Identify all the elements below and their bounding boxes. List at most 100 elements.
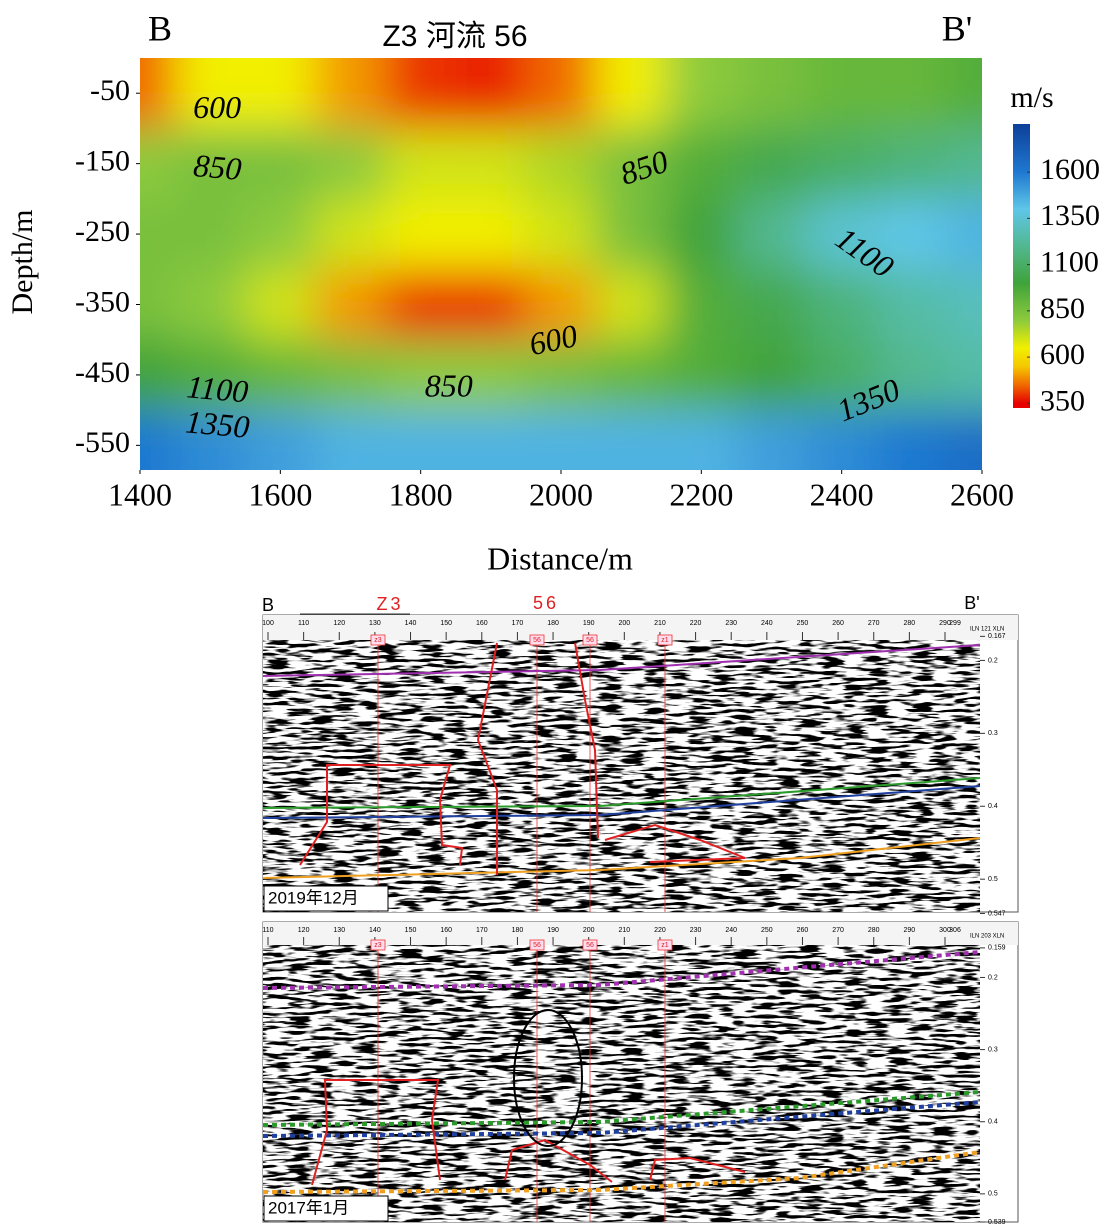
contour-cell bbox=[385, 410, 457, 470]
time-tick-label: 0.167 bbox=[988, 633, 1006, 640]
time-tick-label: 0.2 bbox=[988, 974, 998, 981]
ruler-band bbox=[263, 922, 1018, 945]
x-tick-label: 2200 bbox=[669, 476, 733, 512]
ruler-tick-label: 100 bbox=[262, 620, 274, 627]
horizon bbox=[262, 837, 981, 879]
contour-cell bbox=[736, 58, 808, 130]
contour-cell bbox=[876, 410, 948, 470]
time-tick-label: 0.3 bbox=[988, 1046, 998, 1053]
ruler-tick-label: 290 bbox=[904, 927, 916, 934]
contour-cell bbox=[806, 58, 878, 130]
ruler-tick-label: 230 bbox=[690, 927, 702, 934]
ruler-end-label: 299 bbox=[949, 620, 961, 627]
contour-cell bbox=[385, 58, 457, 130]
ruler-tick-label: 220 bbox=[654, 927, 666, 934]
contour-cell bbox=[245, 269, 317, 341]
contour-cell bbox=[525, 410, 598, 470]
contour-cell bbox=[140, 410, 177, 470]
contour-cell bbox=[455, 269, 527, 341]
contour-cell bbox=[385, 339, 457, 412]
anomaly-outline bbox=[574, 642, 599, 839]
well-tag-box bbox=[370, 634, 386, 646]
well-tag: z3 bbox=[374, 637, 382, 644]
time-tick-label: 0.547 bbox=[988, 910, 1006, 917]
contour-cell bbox=[806, 198, 878, 271]
chart-title: Z3 河流 56 bbox=[382, 20, 527, 53]
ruler-tick-label: 170 bbox=[512, 620, 524, 627]
contour-cell bbox=[596, 410, 668, 470]
colorbar-tick-label: 600 bbox=[1040, 338, 1085, 371]
horizon bbox=[262, 785, 981, 819]
contour-label: 850 bbox=[192, 147, 243, 187]
contour-cell bbox=[175, 128, 247, 200]
contour-cell bbox=[140, 339, 177, 412]
contour-cell bbox=[525, 269, 598, 341]
contour-cell bbox=[525, 339, 598, 412]
ruler-tick-label: 220 bbox=[690, 620, 702, 627]
anomaly-ellipse bbox=[513, 1009, 583, 1147]
contour-cell bbox=[946, 269, 982, 341]
well-tag-box bbox=[370, 939, 386, 951]
ruler-tick-label: 160 bbox=[440, 927, 452, 934]
date-label: 2019年12月 bbox=[268, 888, 359, 907]
right-label: B' bbox=[942, 8, 973, 48]
contour-cell bbox=[596, 269, 668, 341]
contour-cell bbox=[666, 198, 738, 271]
anomaly-outline bbox=[311, 1079, 441, 1186]
contour-cell bbox=[140, 198, 177, 271]
colorbar bbox=[1013, 124, 1030, 408]
y-tick-label: -450 bbox=[75, 356, 130, 389]
ruler-tick-label: 180 bbox=[512, 927, 524, 934]
well-tag: 56 bbox=[586, 637, 594, 644]
x-tick-label: 2600 bbox=[950, 476, 1014, 512]
well-tag: 56 bbox=[533, 942, 541, 949]
section-well-b: 56 bbox=[533, 593, 559, 613]
ruler-tick-label: 200 bbox=[583, 927, 595, 934]
horizon bbox=[262, 644, 981, 677]
horizon bbox=[262, 1090, 981, 1127]
anomaly-outline bbox=[504, 1138, 613, 1183]
contour-cell bbox=[525, 58, 598, 130]
contour-field bbox=[140, 58, 982, 470]
contour-cell bbox=[525, 198, 598, 271]
ruler-tick-label: 280 bbox=[904, 620, 916, 627]
contour-cell bbox=[175, 198, 247, 271]
contour-cell bbox=[245, 128, 317, 200]
y-axis-title: Depth/m bbox=[6, 210, 39, 315]
contour-cell bbox=[140, 269, 177, 341]
contour-cell bbox=[666, 339, 738, 412]
contour-cell bbox=[175, 410, 247, 470]
contour-cell bbox=[315, 198, 387, 271]
x-tick-label: 1600 bbox=[248, 476, 312, 512]
contour-label: 850 bbox=[425, 367, 473, 403]
well-tag: 56 bbox=[533, 637, 541, 644]
time-tick-label: 0.2 bbox=[988, 657, 998, 664]
y-tick-label: -150 bbox=[75, 145, 130, 178]
contour-cell bbox=[736, 269, 808, 341]
contour-cell bbox=[806, 128, 878, 200]
contour-cell bbox=[666, 410, 738, 470]
contour-cell bbox=[455, 339, 527, 412]
well-tag-box bbox=[529, 939, 545, 951]
contour-cell bbox=[876, 198, 948, 271]
time-tick-label: 0.5 bbox=[988, 876, 998, 883]
contour-cell bbox=[806, 269, 878, 341]
section-left-label: B bbox=[262, 595, 274, 615]
left-label: B bbox=[148, 8, 172, 48]
horizon bbox=[262, 777, 981, 809]
ruler-tag: ILN 121 XLN bbox=[970, 627, 1004, 633]
seismic-sections: B Z3 56 B' 100 110 120 130 140 150 160 170 180 19… bbox=[262, 593, 1019, 1226]
y-tick-label: -350 bbox=[75, 285, 130, 318]
anomaly-outline bbox=[476, 642, 498, 875]
contour-cell bbox=[876, 269, 948, 341]
ruler-end-label: 306 bbox=[949, 927, 961, 934]
ruler-tick-label: 260 bbox=[797, 927, 809, 934]
ruler-tick-label: 250 bbox=[797, 620, 809, 627]
contour-cell bbox=[736, 198, 808, 271]
contour-cell bbox=[596, 128, 668, 200]
contour-cell bbox=[245, 58, 317, 130]
contour-cell bbox=[946, 198, 982, 271]
contour-cell bbox=[245, 339, 317, 412]
